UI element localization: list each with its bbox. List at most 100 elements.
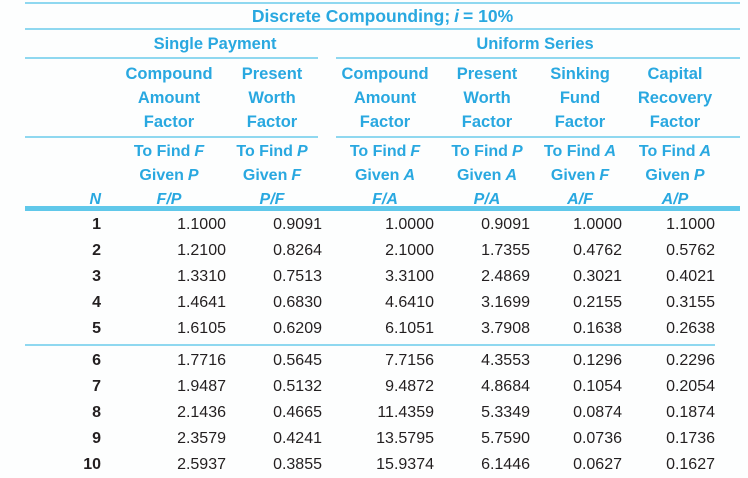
table-body: 1 1.1000 0.9091 1.0000 0.9091 1.0000 1.1000 2 1.…: [25, 212, 715, 478]
page-title: Discrete Compounding; i = 10%: [25, 5, 740, 27]
cell-value: 1.0000: [573, 216, 622, 233]
factor-symbol: F/A: [372, 191, 398, 208]
column-header-ap: Capital Recovery Factor: [618, 62, 732, 134]
table-row: 2 1.2100 0.8264 2.1000 1.7355 0.4762 0.5762: [25, 238, 715, 264]
cell-n: 3: [92, 268, 101, 285]
cell-value: 0.3155: [666, 294, 715, 311]
column-header-line: Factor: [246, 113, 298, 131]
cell-value: 1.2100: [177, 242, 226, 259]
cell-value: 0.8264: [273, 242, 322, 259]
column-header-line: Factor: [359, 113, 411, 131]
given-line: Given F: [550, 167, 610, 184]
column-header-fa: Compound Amount Factor: [330, 62, 440, 134]
tofind-header-ap: To Find A Given P A/P: [618, 140, 732, 212]
tofind-header-pa: To Find P Given A P/A: [438, 140, 536, 212]
cell-value: 2.1436: [177, 404, 226, 421]
column-header-line: Factor: [649, 113, 701, 131]
tofind-line: To Find A: [543, 143, 617, 160]
cell-value: 3.3100: [385, 268, 434, 285]
column-header-pa: Present Worth Factor: [438, 62, 536, 134]
cell-value: 0.5645: [273, 352, 322, 369]
cell-value: 1.1000: [666, 216, 715, 233]
cell-value: 1.7355: [481, 242, 530, 259]
cell-value: 0.1054: [573, 378, 622, 395]
cell-value: 0.1296: [573, 352, 622, 369]
cell-value: 0.6830: [273, 294, 322, 311]
rule-under-title: [25, 28, 740, 30]
cell-n: 9: [92, 430, 101, 447]
cell-value: 0.0627: [573, 456, 622, 473]
cell-value: 0.0736: [573, 430, 622, 447]
tofind-header-fp: To Find F Given P F/P: [112, 140, 226, 212]
table-row: 5 1.6105 0.6209 6.1051 3.7908 0.1638 0.2638: [25, 316, 715, 342]
cell-value: 3.1699: [481, 294, 530, 311]
cell-value: 0.0874: [573, 404, 622, 421]
table-row: 6 1.7716 0.5645 7.7156 4.3553 0.1296 0.2296: [25, 348, 715, 374]
cell-value: 5.7590: [481, 430, 530, 447]
column-header-line: Fund: [559, 89, 601, 107]
cell-value: 0.9091: [481, 216, 530, 233]
cell-value: 1.3310: [177, 268, 226, 285]
cell-value: 2.4869: [481, 268, 530, 285]
cell-value: 0.5762: [666, 242, 715, 259]
cell-value: 0.4665: [273, 404, 322, 421]
cell-value: 7.7156: [385, 352, 434, 369]
cell-value: 0.2155: [573, 294, 622, 311]
cell-value: 0.2296: [666, 352, 715, 369]
cell-value: 13.5795: [376, 430, 434, 447]
cell-n: 10: [83, 456, 101, 473]
cell-value: 2.3579: [177, 430, 226, 447]
cell-value: 6.1051: [385, 320, 434, 337]
column-header-line: Recovery: [637, 89, 713, 107]
cell-value: 6.1446: [481, 456, 530, 473]
column-header-line: Sinking: [550, 65, 610, 83]
cell-value: 0.9091: [273, 216, 322, 233]
table-row: 4 1.4641 0.6830 4.6410 3.1699 0.2155 0.3155: [25, 290, 715, 316]
column-header-pf: Present Worth Factor: [224, 62, 320, 134]
column-header-line: Factor: [461, 113, 513, 131]
given-line: Given A: [456, 167, 518, 184]
tofind-header-pf: To Find P Given F P/F: [224, 140, 320, 212]
given-line: Given P: [645, 167, 705, 184]
rule-top: [25, 2, 740, 4]
given-line: Given A: [354, 167, 416, 184]
rule-under-factor-headers-right: [336, 136, 740, 138]
table-row: 9 2.3579 0.4241 13.5795 5.7590 0.0736 0.1736: [25, 426, 715, 452]
cell-n: 7: [92, 378, 101, 395]
cell-value: 0.1627: [666, 456, 715, 473]
tofind-line: To Find F: [349, 143, 421, 160]
cell-n: 5: [92, 320, 101, 337]
column-header-line: Capital: [647, 65, 703, 83]
cell-value: 3.7908: [481, 320, 530, 337]
factor-symbol: P/A: [473, 191, 501, 208]
cell-value: 2.1000: [385, 242, 434, 259]
column-header-line: Worth: [463, 89, 511, 107]
column-header-af: Sinking Fund Factor: [536, 62, 624, 134]
cell-value: 1.4641: [177, 294, 226, 311]
cell-value: 0.2638: [666, 320, 715, 337]
factor-symbol: A/P: [661, 191, 689, 208]
cell-value: 0.5132: [273, 378, 322, 395]
cell-value: 0.6209: [273, 320, 322, 337]
tofind-line: To Find P: [451, 143, 523, 160]
table-row: 7 1.9487 0.5132 9.4872 4.8684 0.1054 0.2054: [25, 374, 715, 400]
cell-value: 0.1638: [573, 320, 622, 337]
n-column-label: N: [89, 191, 101, 208]
tofind-line: To Find A: [638, 143, 712, 160]
column-header-line: Worth: [248, 89, 296, 107]
rule-under-single-payment: [25, 57, 318, 59]
cell-value: 2.5937: [177, 456, 226, 473]
cell-value: 1.6105: [177, 320, 226, 337]
tofind-header-fa: To Find F Given A F/A: [330, 140, 440, 212]
cell-n: 2: [92, 242, 101, 259]
cell-value: 0.7513: [273, 268, 322, 285]
cell-n: 8: [92, 404, 101, 421]
table-row: 10 2.5937 0.3855 15.9374 6.1446 0.0627 0.1627: [25, 452, 715, 478]
given-line: Given P: [139, 167, 199, 184]
column-header-line: Factor: [554, 113, 606, 131]
column-header-line: Compound: [125, 65, 213, 83]
cell-value: 1.9487: [177, 378, 226, 395]
group-header-single-payment: Single Payment: [153, 35, 277, 53]
cell-value: 4.6410: [385, 294, 434, 311]
